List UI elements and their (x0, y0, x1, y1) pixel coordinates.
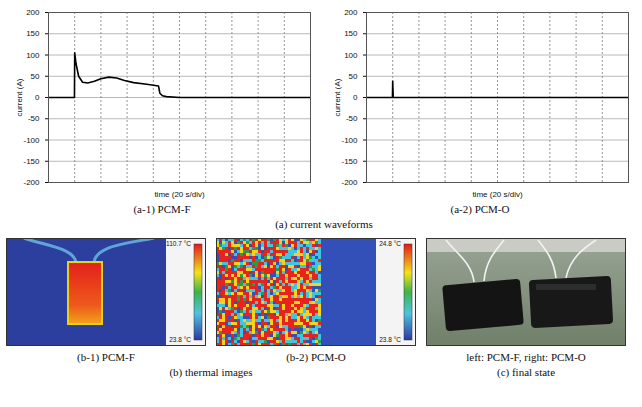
svg-text:current (A): current (A) (15, 78, 24, 116)
html-text:(a) current waveforms: (a) current waveforms (275, 218, 373, 230)
svg-text:0: 0 (35, 93, 40, 102)
svg-text:23.8 °C: 23.8 °C (169, 336, 191, 343)
html-text:(a-1) PCM-F: (a-1) PCM-F (133, 203, 191, 215)
svg-text:-150: -150 (23, 157, 40, 166)
svg-text:-200: -200 (23, 178, 40, 187)
html-text:(c) final state: (c) final state (497, 366, 555, 378)
svg-text:-50: -50 (28, 114, 40, 123)
html-text:(b) thermal images: (b) thermal images (169, 366, 253, 378)
svg-text:time (20 s/div): time (20 s/div) (472, 190, 523, 199)
html-text:left: PCM-F, right: PCM-O: left: PCM-F, right: PCM-O (466, 351, 586, 363)
svg-text:-100: -100 (23, 136, 40, 145)
svg-text:50: 50 (349, 72, 358, 81)
svg-text:-200: -200 (341, 178, 358, 187)
svg-text:50: 50 (31, 72, 40, 81)
svg-text:0: 0 (353, 93, 358, 102)
svg-text:200: 200 (26, 8, 40, 17)
html-text:(a-2) PCM-O: (a-2) PCM-O (450, 203, 510, 215)
html-text:(b-1) PCM-F: (b-1) PCM-F (77, 351, 135, 363)
html-text:(b-2) PCM-O: (b-2) PCM-O (286, 351, 346, 363)
svg-text:100: 100 (26, 51, 40, 60)
svg-text:200: 200 (344, 8, 358, 17)
svg-text:-100: -100 (341, 136, 358, 145)
svg-text:-50: -50 (346, 114, 358, 123)
svg-text:100: 100 (344, 51, 358, 60)
svg-text:23.8 °C: 23.8 °C (379, 336, 401, 343)
svg-text:110.7 °C: 110.7 °C (166, 240, 191, 247)
svg-text:current (A): current (A) (333, 78, 342, 116)
svg-text:150: 150 (26, 29, 40, 38)
svg-text:time (20 s/div): time (20 s/div) (154, 190, 205, 199)
svg-text:24.8 °C: 24.8 °C (379, 240, 401, 247)
svg-text:-150: -150 (341, 157, 358, 166)
svg-text:150: 150 (344, 29, 358, 38)
